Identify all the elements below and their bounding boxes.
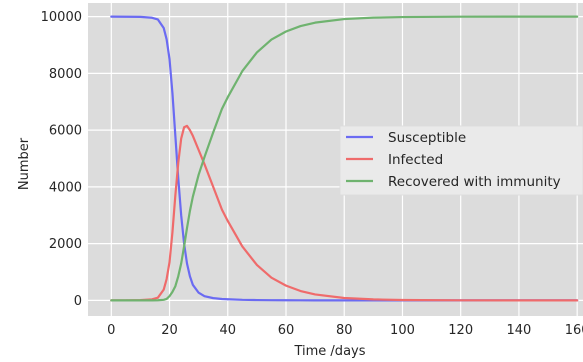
x-tick-label: 100 bbox=[390, 323, 415, 338]
y-tick-label: 0 bbox=[74, 294, 82, 309]
legend-label-susceptible: Susceptible bbox=[388, 130, 466, 146]
x-tick-label: 80 bbox=[336, 323, 353, 338]
y-tick-label: 4000 bbox=[49, 180, 82, 195]
x-tick-label: 20 bbox=[161, 323, 178, 338]
x-tick-label: 60 bbox=[278, 323, 295, 338]
series-lines bbox=[110, 15, 579, 302]
x-tick-labels: 0 20 40 60 80 100 120 140 160 bbox=[107, 323, 583, 338]
series-line-infected bbox=[110, 124, 579, 302]
y-tick-label: 8000 bbox=[49, 67, 82, 82]
x-tick-label: 120 bbox=[448, 323, 473, 338]
series-line-recovered bbox=[110, 15, 579, 302]
legend-label-recovered: Recovered with immunity bbox=[388, 174, 561, 190]
x-tick-label: 140 bbox=[507, 323, 532, 338]
y-tick-label: 2000 bbox=[49, 237, 82, 252]
legend-label-infected: Infected bbox=[388, 152, 443, 168]
y-tick-label: 10000 bbox=[41, 10, 82, 25]
x-tick-label: 40 bbox=[219, 323, 236, 338]
x-tick-label: 0 bbox=[107, 323, 115, 338]
y-axis-label: Number bbox=[17, 137, 32, 190]
y-tick-labels: 0 2000 4000 6000 8000 10000 bbox=[41, 10, 82, 309]
legend: Susceptible Infected Recovered with immuni… bbox=[339, 125, 583, 196]
y-tick-label: 6000 bbox=[49, 124, 82, 139]
series-line-susceptible bbox=[110, 15, 579, 302]
x-axis-label: Time /days bbox=[293, 344, 365, 359]
x-tick-label: 160 bbox=[565, 323, 583, 338]
legend-box bbox=[339, 125, 583, 196]
